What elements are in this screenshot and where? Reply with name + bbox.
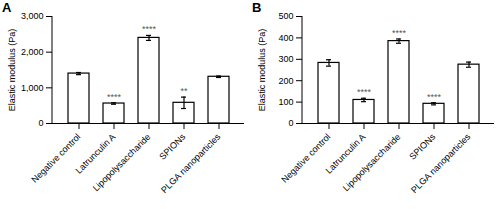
- svg-text:Negative control: Negative control: [279, 132, 332, 185]
- svg-text:0: 0: [38, 118, 43, 128]
- svg-text:200: 200: [278, 76, 293, 86]
- svg-text:Lipopolysaccharide: Lipopolysaccharide: [91, 132, 153, 194]
- svg-text:0: 0: [288, 118, 293, 128]
- svg-text:Elastic modulus (Pa): Elastic modulus (Pa): [257, 29, 267, 112]
- svg-text:PLGA nanoparticles: PLGA nanoparticles: [159, 131, 223, 195]
- svg-text:****: ****: [107, 92, 122, 102]
- svg-text:400: 400: [278, 33, 293, 43]
- html-text:B: B: [252, 0, 262, 15]
- svg-text:SPIONs: SPIONs: [157, 131, 187, 161]
- svg-text:2,000: 2,000: [21, 47, 44, 57]
- svg-text:**: **: [180, 86, 188, 96]
- svg-text:Elastic modulus (Pa): Elastic modulus (Pa): [7, 29, 17, 112]
- svg-text:3,000: 3,000: [21, 11, 44, 21]
- svg-text:Latrunculin A: Latrunculin A: [323, 131, 368, 176]
- svg-text:SPIONs: SPIONs: [407, 131, 437, 161]
- html-text:A: A: [2, 0, 12, 15]
- svg-text:****: ****: [427, 92, 442, 102]
- svg-text:PLGA nanoparticles: PLGA nanoparticles: [409, 131, 473, 195]
- svg-text:Negative control: Negative control: [29, 132, 82, 185]
- svg-text:1,000: 1,000: [21, 83, 44, 93]
- svg-text:Latrunculin A: Latrunculin A: [73, 131, 118, 176]
- svg-text:****: ****: [357, 87, 372, 97]
- svg-text:****: ****: [392, 28, 407, 38]
- svg-text:500: 500: [278, 11, 293, 21]
- svg-text:Lipopolysaccharide: Lipopolysaccharide: [341, 132, 403, 194]
- svg-text:****: ****: [142, 24, 157, 34]
- svg-text:300: 300: [278, 54, 293, 64]
- svg-text:100: 100: [278, 97, 293, 107]
